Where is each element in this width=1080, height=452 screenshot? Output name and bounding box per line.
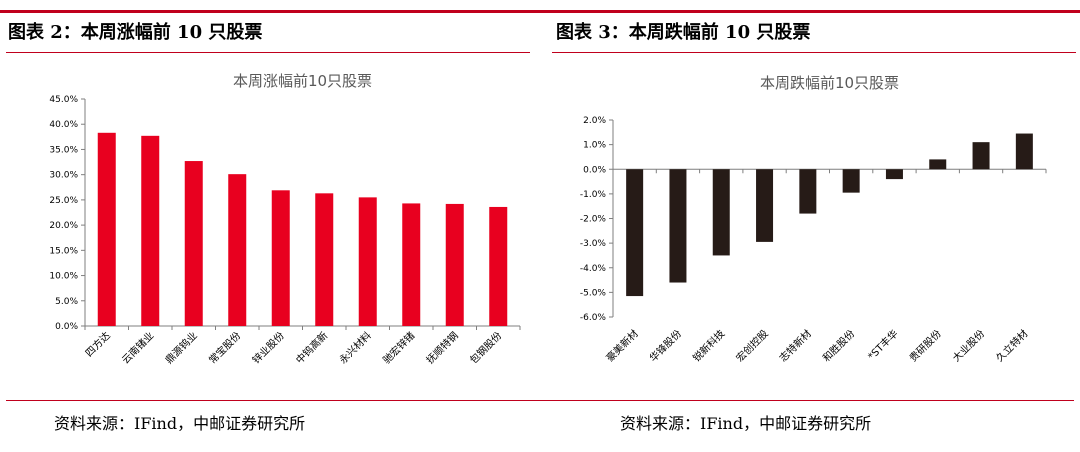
bar bbox=[669, 169, 687, 283]
chart-title: 本周涨幅前10只股票 bbox=[233, 72, 372, 90]
category-label: 和胜股份 bbox=[821, 328, 858, 365]
y-tick-label: 5.0% bbox=[55, 297, 78, 307]
bar bbox=[315, 193, 334, 326]
y-tick-label: -6.0% bbox=[580, 313, 607, 323]
y-tick-label: 15.0% bbox=[49, 246, 78, 256]
left-source-note: 资料来源：IFind，中邮证券研究所 bbox=[54, 414, 306, 433]
bar bbox=[929, 159, 947, 170]
bar bbox=[141, 135, 160, 326]
y-tick-label: -4.0% bbox=[580, 264, 607, 274]
y-tick-label: 2.0% bbox=[583, 116, 606, 126]
y-tick-label: 10.0% bbox=[49, 272, 78, 282]
category-label: 久立特材 bbox=[993, 327, 1030, 364]
left-heading-rule bbox=[6, 52, 530, 53]
bottom-rule bbox=[6, 400, 1074, 401]
category-label: 大业股份 bbox=[950, 327, 987, 364]
y-tick-label: 35.0% bbox=[49, 145, 78, 155]
y-tick-label: 0.0% bbox=[583, 165, 606, 175]
bar bbox=[358, 197, 377, 326]
y-tick-label: 20.0% bbox=[49, 221, 78, 231]
bar bbox=[1015, 133, 1033, 170]
bar bbox=[885, 169, 903, 180]
bar bbox=[626, 169, 644, 297]
y-tick-label: 30.0% bbox=[49, 171, 78, 181]
right-heading-rule bbox=[552, 52, 1076, 53]
y-tick-label: -3.0% bbox=[580, 239, 607, 249]
bar bbox=[712, 169, 730, 256]
category-label: 宏创控股 bbox=[733, 327, 770, 364]
chart-title: 本周跌幅前10只股票 bbox=[760, 74, 899, 92]
bar bbox=[228, 174, 247, 326]
bar bbox=[445, 203, 464, 326]
category-label: *ST丰华 bbox=[865, 327, 901, 363]
bar bbox=[842, 169, 860, 193]
bar bbox=[271, 190, 290, 326]
category-label: 豪美新材 bbox=[603, 327, 640, 364]
y-tick-label: -2.0% bbox=[580, 215, 607, 225]
category-label: 志特新材 bbox=[776, 327, 813, 364]
bar bbox=[184, 161, 203, 326]
bar bbox=[489, 206, 508, 326]
category-label: 华锋股份 bbox=[647, 327, 684, 364]
bar bbox=[972, 142, 990, 170]
y-tick-label: 25.0% bbox=[49, 196, 78, 206]
bar bbox=[799, 169, 817, 214]
right-panel-heading: 图表 3：本周跌幅前 10 只股票 bbox=[556, 22, 811, 43]
left-panel-heading: 图表 2：本周涨幅前 10 只股票 bbox=[8, 22, 263, 43]
bar bbox=[97, 132, 116, 326]
top-accent-rule bbox=[0, 10, 1080, 13]
y-tick-label: 1.0% bbox=[583, 141, 606, 151]
bar bbox=[756, 169, 774, 242]
y-tick-label: -1.0% bbox=[580, 190, 607, 200]
y-tick-label: 0.0% bbox=[55, 322, 78, 332]
category-label: 贵研股份 bbox=[906, 327, 943, 364]
losers-chart: 本周跌幅前10只股票 -6.0% -5.0% -4.0% -3.0% -2.0% -1.0%… bbox=[580, 74, 1047, 365]
category-label: 锐新科技 bbox=[690, 327, 727, 364]
y-tick-label: 40.0% bbox=[49, 120, 78, 130]
gainers-chart: 本周涨幅前10只股票 0.0% 5.0% 10.0% 15.0% 20.0% 25.0% 30… bbox=[49, 72, 521, 366]
y-tick-label: -5.0% bbox=[580, 288, 607, 298]
y-tick-label: 45.0% bbox=[49, 95, 78, 105]
bar bbox=[402, 203, 421, 326]
right-source-note: 资料来源：IFind，中邮证券研究所 bbox=[620, 414, 872, 433]
